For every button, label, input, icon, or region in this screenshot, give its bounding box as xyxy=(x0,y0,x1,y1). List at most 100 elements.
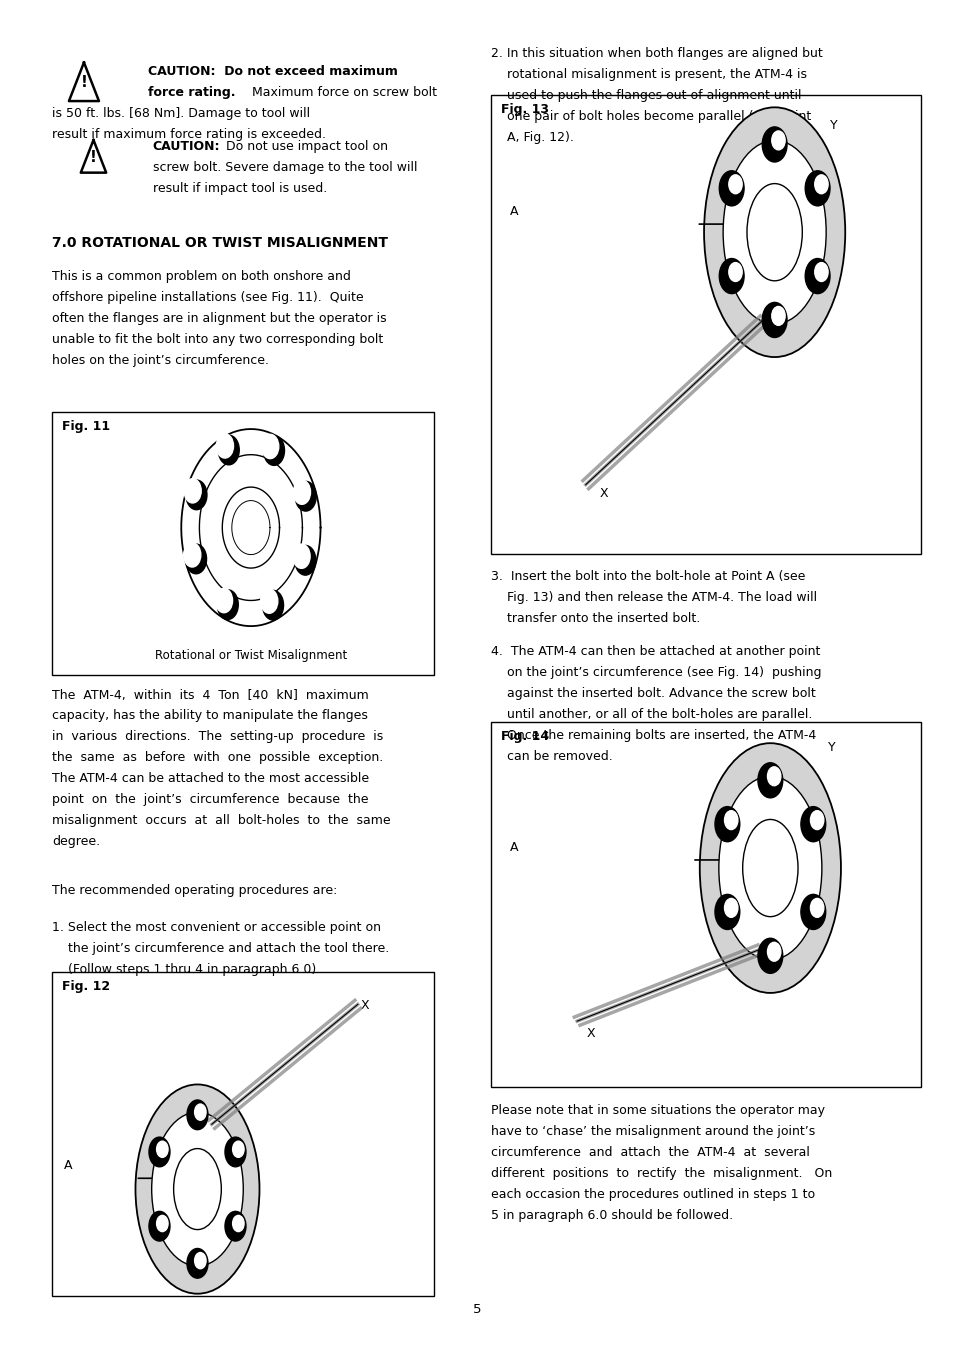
Text: different  positions  to  rectify  the  misalignment.   On: different positions to rectify the misal… xyxy=(491,1166,832,1180)
Text: The ATM-4 can be attached to the most accessible: The ATM-4 can be attached to the most ac… xyxy=(52,772,369,786)
Circle shape xyxy=(156,1141,168,1157)
Text: The recommended operating procedures are:: The recommended operating procedures are… xyxy=(52,884,337,898)
Circle shape xyxy=(801,807,825,842)
Circle shape xyxy=(757,938,782,973)
Text: Fig. 12: Fig. 12 xyxy=(62,980,110,994)
Text: rotational misalignment is present, the ATM-4 is: rotational misalignment is present, the … xyxy=(491,68,806,81)
Circle shape xyxy=(187,1100,208,1130)
Polygon shape xyxy=(81,140,106,173)
Text: A, Fig. 12).: A, Fig. 12). xyxy=(491,131,574,144)
Circle shape xyxy=(719,259,743,294)
Circle shape xyxy=(225,1211,246,1241)
Text: Fig. 11: Fig. 11 xyxy=(62,420,110,433)
Text: is 50 ft. lbs. [68 Nm]. Damage to tool will: is 50 ft. lbs. [68 Nm]. Damage to tool w… xyxy=(52,107,311,120)
Circle shape xyxy=(194,1104,206,1120)
Circle shape xyxy=(186,544,207,574)
Bar xyxy=(491,95,920,554)
Circle shape xyxy=(216,433,233,458)
Text: point  on  the  joint’s  circumference  because  the: point on the joint’s circumference becau… xyxy=(52,794,369,806)
Circle shape xyxy=(215,589,233,613)
Text: X: X xyxy=(599,487,608,501)
Ellipse shape xyxy=(152,1112,243,1266)
Text: the joint’s circumference and attach the tool there.: the joint’s circumference and attach the… xyxy=(52,942,390,954)
Circle shape xyxy=(804,171,829,207)
Circle shape xyxy=(262,590,283,620)
Ellipse shape xyxy=(742,819,797,917)
Circle shape xyxy=(293,544,310,568)
Text: Do not use impact tool on: Do not use impact tool on xyxy=(217,140,387,154)
Ellipse shape xyxy=(722,140,825,324)
Text: the  same  as  before  with  one  possible  exception.: the same as before with one possible exc… xyxy=(52,752,383,764)
Circle shape xyxy=(714,895,739,930)
Text: against the inserted bolt. Advance the screw bolt: against the inserted bolt. Advance the s… xyxy=(491,687,815,701)
Circle shape xyxy=(156,1215,168,1231)
Text: 5 in paragraph 6.0 should be followed.: 5 in paragraph 6.0 should be followed. xyxy=(491,1210,733,1222)
Circle shape xyxy=(723,899,737,918)
Circle shape xyxy=(218,435,239,464)
Text: Y: Y xyxy=(193,1266,201,1280)
Ellipse shape xyxy=(135,1084,259,1293)
Circle shape xyxy=(225,1137,246,1166)
Text: The  ATM-4,  within  its  4  Ton  [40  kN]  maximum: The ATM-4, within its 4 Ton [40 kN] maxi… xyxy=(52,688,369,702)
Text: on the joint’s circumference (see Fig. 14)  pushing: on the joint’s circumference (see Fig. 1… xyxy=(491,666,821,679)
Circle shape xyxy=(814,176,827,194)
Circle shape xyxy=(801,895,825,930)
Circle shape xyxy=(186,481,207,510)
Ellipse shape xyxy=(719,776,821,960)
Circle shape xyxy=(761,127,786,162)
Text: 3.  Insert the bolt into the bolt-hole at Point A (see: 3. Insert the bolt into the bolt-hole at… xyxy=(491,570,805,583)
Circle shape xyxy=(233,1215,244,1231)
Text: capacity, has the ability to manipulate the flanges: capacity, has the ability to manipulate … xyxy=(52,710,368,722)
Text: Fig. 13) and then release the ATM-4. The load will: Fig. 13) and then release the ATM-4. The… xyxy=(491,591,817,603)
Text: X: X xyxy=(360,999,369,1012)
Ellipse shape xyxy=(700,743,841,994)
Text: offshore pipeline installations (see Fig. 11).  Quite: offshore pipeline installations (see Fig… xyxy=(52,292,364,304)
Circle shape xyxy=(294,545,315,575)
Circle shape xyxy=(771,131,784,150)
Text: in  various  directions.  The  setting-up  procedure  is: in various directions. The setting-up pr… xyxy=(52,730,383,744)
Ellipse shape xyxy=(703,108,844,358)
Circle shape xyxy=(217,590,238,620)
Text: have to ‘chase’ the misalignment around the joint’s: have to ‘chase’ the misalignment around … xyxy=(491,1126,815,1138)
Circle shape xyxy=(294,482,315,512)
Circle shape xyxy=(757,763,782,798)
Circle shape xyxy=(263,436,284,466)
Text: Fig. 14: Fig. 14 xyxy=(500,730,548,744)
Circle shape xyxy=(293,481,310,505)
Text: transfer onto the inserted bolt.: transfer onto the inserted bolt. xyxy=(491,612,700,625)
Ellipse shape xyxy=(173,1149,221,1230)
Text: Fig. 13: Fig. 13 xyxy=(500,103,548,116)
Circle shape xyxy=(728,176,741,194)
Text: unable to fit the bolt into any two corresponding bolt: unable to fit the bolt into any two corr… xyxy=(52,332,383,346)
Circle shape xyxy=(810,810,823,829)
Text: (Follow steps 1 thru 4 in paragraph 6.0): (Follow steps 1 thru 4 in paragraph 6.0) xyxy=(52,963,316,976)
Text: 4.  The ATM-4 can then be attached at another point: 4. The ATM-4 can then be attached at ano… xyxy=(491,645,820,659)
Text: Y: Y xyxy=(829,119,837,132)
Bar xyxy=(491,722,920,1087)
Text: result if impact tool is used.: result if impact tool is used. xyxy=(152,182,327,196)
Circle shape xyxy=(194,1253,206,1269)
Text: circumference  and  attach  the  ATM-4  at  several: circumference and attach the ATM-4 at se… xyxy=(491,1146,809,1160)
Text: Y: Y xyxy=(827,741,834,755)
Circle shape xyxy=(766,942,781,961)
Circle shape xyxy=(260,589,277,613)
Circle shape xyxy=(728,263,741,282)
Circle shape xyxy=(233,1141,244,1157)
Text: used to push the flanges out of alignment until: used to push the flanges out of alignmen… xyxy=(491,89,801,103)
Circle shape xyxy=(149,1137,170,1166)
Circle shape xyxy=(261,435,278,459)
Text: 2. In this situation when both flanges are aligned but: 2. In this situation when both flanges a… xyxy=(491,47,822,61)
Ellipse shape xyxy=(746,184,801,281)
Circle shape xyxy=(723,810,737,829)
Circle shape xyxy=(771,306,784,325)
Circle shape xyxy=(187,1249,208,1278)
Text: A: A xyxy=(510,841,518,855)
Text: 5: 5 xyxy=(473,1303,480,1316)
Text: X: X xyxy=(586,1026,595,1040)
Text: can be removed.: can be removed. xyxy=(491,751,613,763)
Text: Please note that in some situations the operator may: Please note that in some situations the … xyxy=(491,1104,824,1118)
Bar xyxy=(52,972,434,1296)
Text: screw bolt. Severe damage to the tool will: screw bolt. Severe damage to the tool wi… xyxy=(152,161,416,174)
Circle shape xyxy=(719,171,743,207)
Text: !: ! xyxy=(90,150,97,165)
